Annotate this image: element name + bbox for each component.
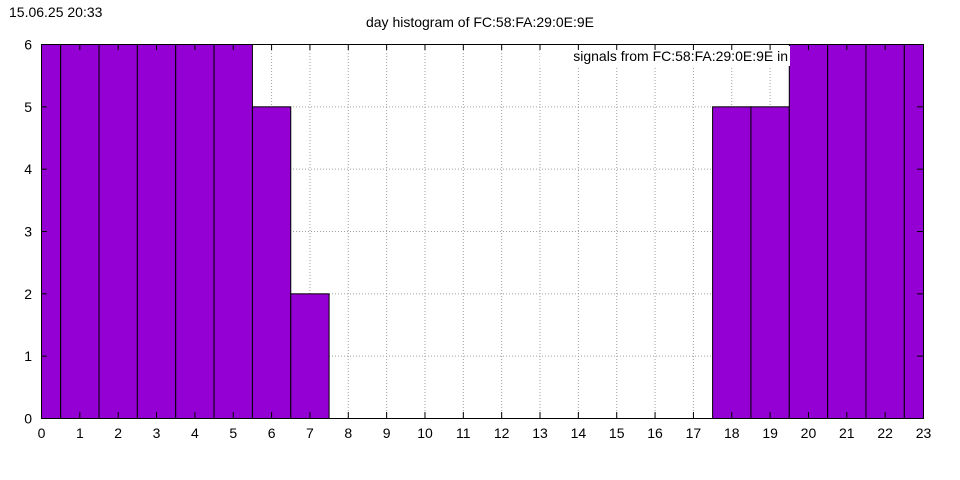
legend-background	[540, 46, 790, 66]
x-tick-label: 18	[724, 425, 740, 441]
x-tick-label: 11	[456, 425, 471, 441]
chart-title: day histogram of FC:58:FA:29:0E:9E	[366, 14, 594, 30]
x-tick-label: 12	[494, 425, 510, 441]
x-tick-label: 4	[191, 425, 199, 441]
x-tick-label: 1	[76, 425, 84, 441]
y-tick-label: 0	[24, 411, 32, 427]
bar-hour-1	[60, 44, 100, 419]
x-tick-label: 0	[38, 425, 46, 441]
y-tick-label: 3	[24, 224, 32, 240]
bar-hour-20	[788, 44, 829, 419]
ticks-layer	[41, 44, 924, 419]
y-tick-label: 5	[24, 99, 32, 115]
x-tick-label: 13	[532, 425, 548, 441]
x-tick-label: 21	[839, 425, 855, 441]
bar-hour-18	[712, 106, 752, 419]
x-tick-label: 6	[268, 425, 276, 441]
x-tick-label: 3	[153, 425, 161, 441]
x-tick-label: 15	[609, 425, 625, 441]
x-tick-label: 7	[306, 425, 314, 441]
bar-hour-3	[136, 44, 177, 419]
x-tick-label: 14	[571, 425, 587, 441]
x-tick-label: 23	[916, 425, 932, 441]
labels-layer: 0 1 2 3 4 5 6 7 8 9 10 11 12 13 14 15 16 17 18 19 20 21 22 2301…	[24, 37, 931, 442]
bar-hour-4	[175, 44, 215, 419]
x-tick-label: 22	[877, 425, 893, 441]
x-tick-label: 9	[383, 425, 391, 441]
x-tick-label: 10	[417, 425, 433, 441]
y-tick-label: 2	[24, 286, 32, 302]
bar-hour-2	[98, 44, 138, 419]
legend-label: signals from FC:58:FA:29:0E:9E in	[573, 48, 788, 64]
bar-hour-6	[251, 106, 292, 419]
y-tick-label: 6	[24, 37, 32, 53]
bar-hour-21	[827, 44, 867, 419]
x-tick-label: 19	[762, 425, 778, 441]
bar-hour-19	[750, 106, 790, 419]
x-tick-label: 20	[801, 425, 817, 441]
y-tick-label: 4	[24, 161, 32, 177]
bar-hour-5	[213, 44, 253, 419]
x-tick-label: 17	[686, 425, 702, 441]
x-tick-label: 8	[344, 425, 352, 441]
y-tick-label: 1	[24, 348, 32, 364]
x-tick-label: 5	[229, 425, 237, 441]
bars-layer	[41, 44, 925, 420]
x-tick-label: 16	[647, 425, 663, 441]
bar-hour-22	[865, 44, 905, 419]
timestamp: 15.06.25 20:33	[9, 4, 103, 20]
x-tick-label: 2	[114, 425, 122, 441]
bar-hour-7	[290, 293, 330, 420]
